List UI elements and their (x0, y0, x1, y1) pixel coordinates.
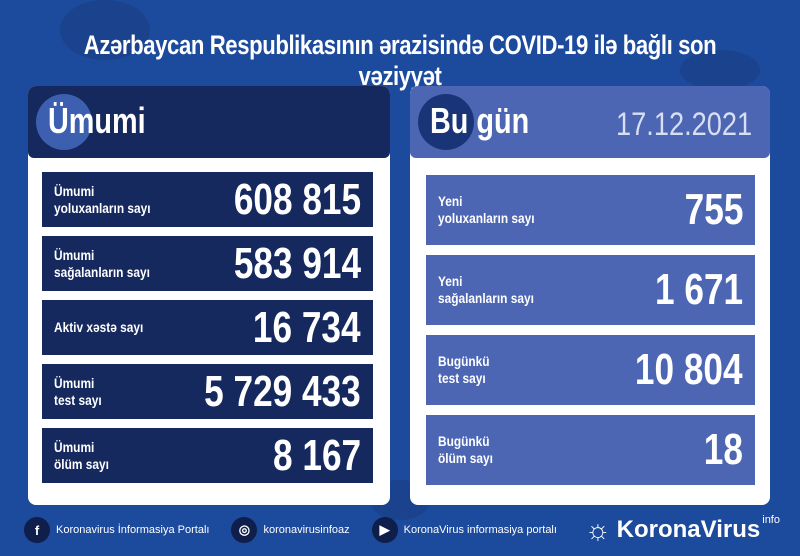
sun-virus-icon: ☼ (584, 514, 611, 545)
stat-label: test sayı (438, 370, 486, 386)
stat-row: Bugünkü test sayı 10 804 (426, 335, 755, 405)
instagram-link[interactable]: ◎ koronavirusinfoaz (231, 517, 350, 543)
date: 17.12.2021 (615, 106, 752, 142)
stat-label: yoluxanların sayı (438, 210, 535, 226)
stat-label: Aktiv xəstə sayı (54, 319, 144, 335)
facebook-link[interactable]: f Koronavirus İnformasiya Portalı (24, 517, 209, 543)
today-panel: Bu gün 17.12.2021 Yeni yoluxanların sayı 7… (410, 86, 770, 505)
instagram-icon: ◎ (231, 517, 258, 543)
stat-row: Ümumi sağalanların sayı 583 914 (42, 236, 373, 291)
stat-label: Yeni (438, 193, 463, 209)
today-heading: Bu gün (430, 100, 530, 141)
stat-value: 18 (703, 425, 743, 474)
virus-icon (36, 94, 92, 150)
virus-decoration (680, 50, 760, 90)
page-title: Azərbaycan Respublikasının ərazisində CO… (83, 30, 717, 91)
brand-logo: ☼ KoronaVirus info (585, 514, 780, 546)
stat-row: Ümumi test sayı 5 729 433 (42, 364, 373, 419)
stat-label: Yeni (438, 273, 463, 289)
stat-label: ölüm sayı (54, 455, 109, 472)
stat-value: 10 804 (635, 345, 743, 394)
stat-label: test sayı (54, 391, 102, 408)
youtube-link[interactable]: ▶ KoronaVirus informasiya portalı (371, 517, 557, 543)
total-header: Ümumi (28, 86, 390, 158)
youtube-label: KoronaVirus informasiya portalı (403, 524, 557, 536)
stat-label: Ümumi (54, 182, 95, 199)
stat-value: 1 671 (654, 265, 743, 314)
stat-label: Bugünkü (438, 353, 490, 369)
stat-label: Ümumi (54, 246, 95, 263)
brand-sup: info (762, 514, 780, 526)
stat-label: Ümumi (54, 438, 95, 455)
stat-value: 5 729 433 (204, 366, 361, 416)
footer: f Koronavirus İnformasiya Portalı ◎ korona… (24, 514, 780, 546)
stat-value: 608 815 (233, 174, 361, 224)
today-header: Bu gün 17.12.2021 (410, 86, 770, 158)
stat-row: Yeni yoluxanların sayı 755 (426, 175, 755, 245)
stat-label: ölüm sayı (438, 450, 493, 466)
brand-name: KoronaVirus (616, 516, 761, 543)
stat-label: yoluxanların sayı (54, 199, 151, 216)
stat-value: 755 (684, 185, 743, 234)
stat-row: Ümumi ölüm sayı 8 167 (42, 428, 373, 483)
stat-row: Aktiv xəstə sayı 16 734 (42, 300, 373, 355)
stat-label: Ümumi (54, 374, 95, 391)
youtube-icon: ▶ (371, 517, 398, 543)
total-heading: Ümumi (48, 100, 146, 141)
stat-value: 8 167 (272, 430, 361, 480)
stat-value: 583 914 (233, 238, 361, 288)
stat-label: Bugünkü (438, 433, 490, 449)
stat-label: sağalanların sayı (438, 290, 534, 306)
stat-row: Yeni sağalanların sayı 1 671 (426, 255, 755, 325)
stat-row: Bugünkü ölüm sayı 18 (426, 415, 755, 485)
stat-value: 16 734 (253, 302, 361, 352)
facebook-icon: f (24, 517, 50, 543)
stat-label: sağalanların sayı (54, 263, 150, 280)
virus-decoration (60, 0, 150, 60)
stat-row: Ümumi yoluxanların sayı 608 815 (42, 172, 373, 227)
total-panel: Ümumi Ümumi yoluxanların sayı 608 815 Ümum… (28, 86, 390, 505)
virus-icon (418, 94, 474, 150)
instagram-label: koronavirusinfoaz (263, 524, 350, 536)
facebook-label: Koronavirus İnformasiya Portalı (56, 524, 210, 536)
